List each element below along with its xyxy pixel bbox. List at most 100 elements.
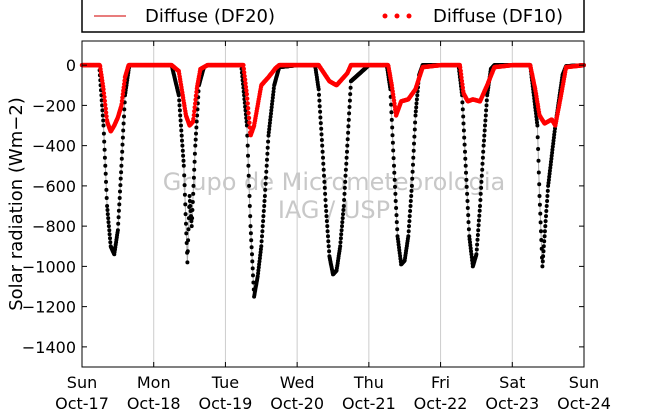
series-global-point bbox=[260, 224, 265, 229]
series-df10-point bbox=[103, 102, 108, 108]
series-global-point bbox=[340, 220, 345, 225]
series-global-point bbox=[342, 185, 347, 190]
series-global-point bbox=[469, 255, 474, 260]
series-df10-point bbox=[242, 73, 247, 79]
series-global-point bbox=[105, 212, 110, 217]
series-global-point bbox=[414, 97, 419, 102]
legend-marker-df10 bbox=[382, 13, 388, 19]
series-global-point bbox=[322, 185, 327, 190]
series-global-point bbox=[479, 185, 484, 190]
series-global-point bbox=[321, 155, 325, 160]
series-df10-point bbox=[241, 66, 246, 72]
series-global-point bbox=[484, 108, 489, 113]
series-global-point bbox=[318, 121, 323, 126]
series-global-point bbox=[102, 147, 107, 152]
series-global-point bbox=[318, 115, 323, 120]
series-global-point bbox=[105, 208, 110, 212]
series-global-point bbox=[344, 161, 349, 166]
series-global-point bbox=[390, 125, 395, 130]
series-global-point bbox=[345, 149, 349, 154]
series-global-point bbox=[347, 111, 352, 116]
series-global-point bbox=[258, 247, 263, 252]
y-tick-label: −600 bbox=[32, 177, 76, 196]
series-global-point bbox=[177, 98, 182, 103]
series-global-point bbox=[550, 150, 555, 155]
series-global-point bbox=[327, 249, 332, 254]
series-global-point bbox=[117, 196, 122, 200]
series-global-point bbox=[541, 244, 546, 249]
series-global-point bbox=[538, 211, 543, 216]
series-global-point bbox=[474, 252, 479, 257]
series-df10-point bbox=[192, 105, 197, 110]
series-global-point bbox=[248, 224, 253, 229]
series-global-point bbox=[104, 196, 109, 200]
series-global-point bbox=[545, 188, 550, 193]
series-global-point bbox=[413, 120, 418, 125]
series-global-point bbox=[249, 238, 254, 243]
series-global-point bbox=[271, 92, 276, 97]
series-df10-point bbox=[193, 93, 199, 98]
series-global-point bbox=[263, 181, 268, 186]
x-tick-label-date: Oct-20 bbox=[270, 394, 324, 409]
series-global-point bbox=[462, 135, 467, 140]
series-global-point bbox=[250, 252, 254, 257]
series-global-point bbox=[542, 239, 547, 244]
series-global-point bbox=[414, 105, 419, 110]
series-global-point bbox=[249, 245, 254, 250]
series-global-point bbox=[179, 128, 184, 133]
series-df10-point bbox=[104, 114, 109, 119]
series-global-point bbox=[391, 148, 396, 153]
series-global-point bbox=[465, 199, 470, 203]
series-global-point bbox=[317, 98, 322, 103]
series-global-point bbox=[478, 204, 482, 208]
series-global-point bbox=[340, 216, 345, 221]
series-global-point bbox=[263, 175, 268, 180]
series-global-point bbox=[179, 123, 183, 128]
series-global-point bbox=[271, 86, 276, 91]
series-global-point bbox=[176, 93, 181, 98]
series-global-point bbox=[246, 173, 251, 178]
series-df10-point bbox=[244, 91, 249, 97]
series-global-point bbox=[193, 137, 198, 142]
series-global-point bbox=[546, 177, 551, 182]
series-global-point bbox=[482, 128, 487, 133]
series-global-point bbox=[246, 153, 250, 158]
series-global-point bbox=[484, 103, 489, 108]
series-global-point bbox=[468, 240, 472, 245]
series-global-point bbox=[323, 198, 328, 202]
series-global-point bbox=[537, 182, 542, 187]
series-df10-point bbox=[103, 106, 108, 111]
plot-area bbox=[82, 41, 584, 367]
series-global-point bbox=[543, 224, 548, 229]
ticks: Sun Oct-17 Mon Oct-18 Tue Oct-19 Wed Oct-20 Thu O… bbox=[22, 41, 611, 409]
series-df10-point bbox=[194, 89, 199, 95]
series-global-point bbox=[100, 108, 105, 113]
series-df10-point bbox=[245, 96, 250, 101]
series-global-point bbox=[406, 229, 411, 234]
series-global-point bbox=[323, 204, 328, 208]
series-global-point bbox=[549, 156, 554, 161]
series-global-point bbox=[389, 102, 394, 107]
series-global-point bbox=[480, 161, 485, 166]
series-global-point bbox=[539, 229, 543, 234]
series-global-point bbox=[392, 163, 396, 168]
series-df10-point bbox=[247, 120, 252, 125]
series-global-point bbox=[463, 156, 468, 161]
series-global-point bbox=[193, 143, 198, 148]
series-global-point bbox=[101, 123, 106, 128]
series-global-point bbox=[108, 240, 113, 245]
series-global-point bbox=[118, 189, 122, 194]
series-global-point bbox=[326, 244, 331, 249]
series-global-point bbox=[474, 247, 479, 252]
series-global-point bbox=[262, 204, 267, 208]
series-global-point bbox=[120, 142, 125, 147]
series-global-point bbox=[261, 219, 266, 224]
series-global-point bbox=[460, 100, 465, 105]
series-global-point bbox=[339, 228, 344, 233]
series-global-point bbox=[116, 221, 121, 226]
series-global-point bbox=[466, 213, 471, 218]
x-tick-label-day: Sun bbox=[569, 373, 599, 392]
series-global-point bbox=[411, 162, 415, 167]
series-global-point bbox=[260, 229, 265, 234]
series-global-point bbox=[464, 170, 468, 175]
